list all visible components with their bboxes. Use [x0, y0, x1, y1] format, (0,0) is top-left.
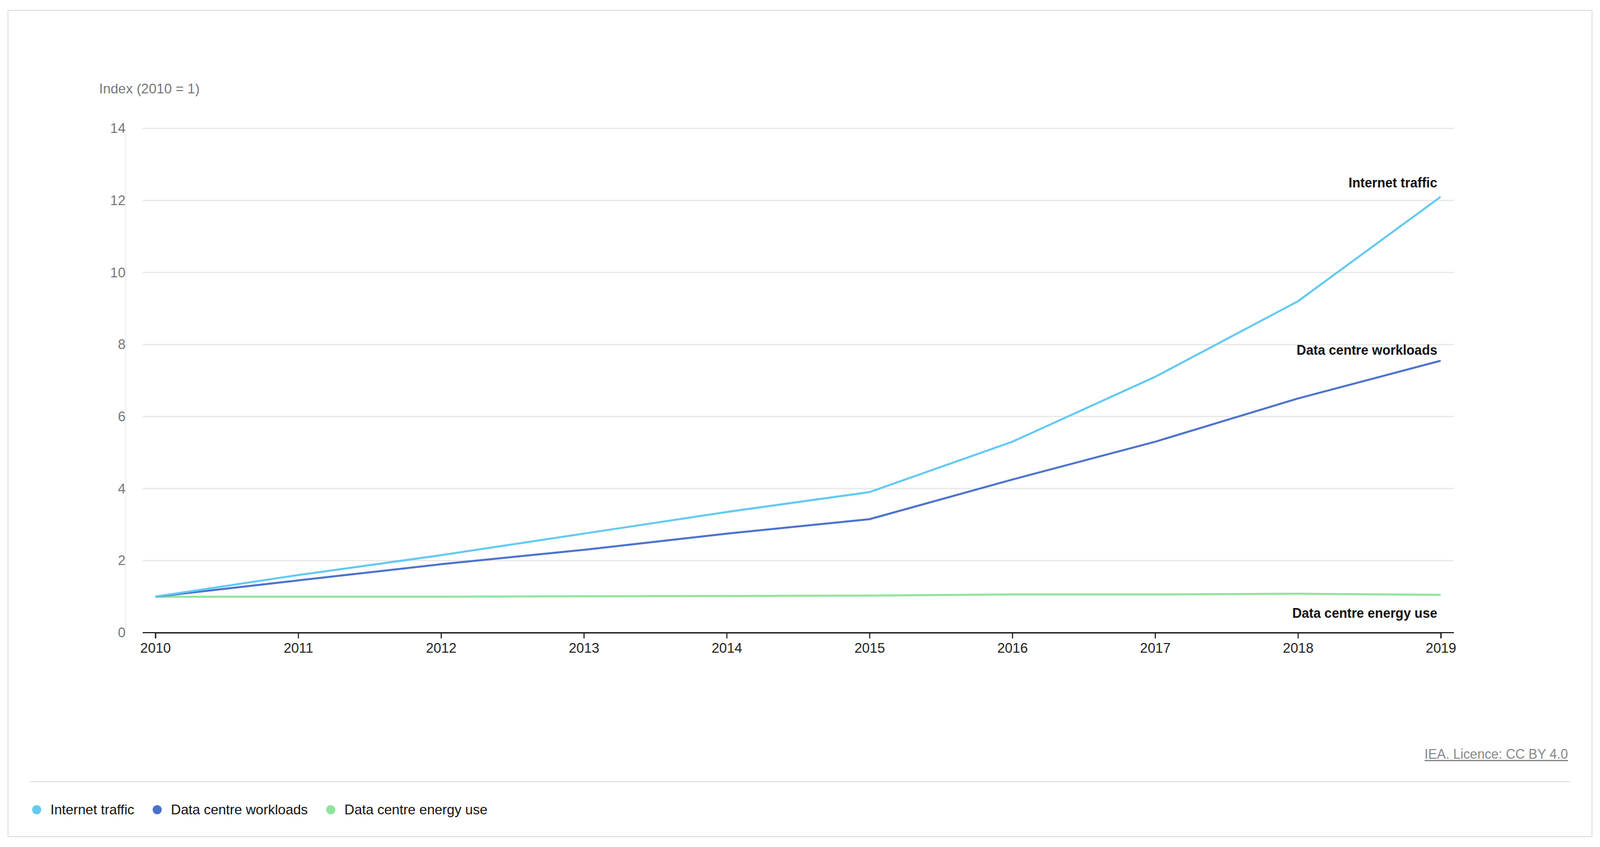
series-line	[155, 593, 1441, 597]
x-tick: 2015	[854, 632, 885, 656]
y-tick-label: 2	[118, 552, 126, 568]
y-tick-label: 4	[118, 480, 126, 497]
x-tick: 2016	[997, 632, 1028, 656]
end-label: Data centre workloads	[1296, 342, 1438, 358]
y-tick: 2	[118, 552, 126, 568]
x-tick-label: 2013	[568, 640, 599, 656]
legend-item: Data centre energy use	[326, 801, 488, 818]
chart: 0246810121420102011201220132014201520162…	[0, 0, 1600, 847]
x-tick-mark	[155, 632, 157, 639]
grid-line	[142, 488, 1454, 490]
series-line	[155, 196, 1441, 597]
separator	[29, 781, 1571, 783]
y-axis-line	[125, 128, 127, 634]
y-tick: 10	[110, 264, 126, 281]
y-tick: 4	[118, 480, 126, 497]
x-tick-label: 2011	[283, 640, 314, 656]
grid-line	[142, 559, 1454, 562]
x-tick-mark	[1440, 632, 1442, 639]
x-tick-label: 2010	[140, 640, 171, 656]
x-axis-line	[155, 633, 1442, 639]
legend-label: Data centre workloads	[170, 801, 308, 818]
y-tick: 12	[110, 192, 126, 209]
grid-line	[142, 271, 1454, 273]
end-labels: Internet traffic Data centre workloads Dat…	[1292, 175, 1438, 621]
grid-line	[142, 200, 1454, 202]
x-tick-mark	[1154, 632, 1156, 639]
y-tick: 14	[110, 120, 126, 136]
x-tick-mark	[869, 632, 871, 639]
y-tick-label: 8	[118, 336, 126, 352]
grid-line	[142, 127, 1454, 129]
legend-label: Data centre energy use	[344, 801, 488, 818]
x-tick-mark	[1012, 632, 1014, 639]
grid	[142, 128, 1454, 561]
grid-line	[142, 343, 1454, 345]
x-tick: 2010	[140, 632, 171, 656]
x-tick-label: 2019	[1425, 640, 1457, 656]
x-tick-mark	[726, 632, 728, 639]
legend-label: Internet traffic	[50, 801, 135, 818]
x-tick-mark	[583, 632, 585, 639]
legend-item: Data centre workloads	[152, 801, 308, 818]
x-axis: 2010 2011 2012 2013 2014 2015 2016 2017 2018 2019	[140, 632, 1457, 656]
y-axis-title: Index (2010 = 1)	[99, 80, 200, 97]
y-tick-label: 14	[110, 120, 126, 136]
legend: Internet traffic Data centre workloads Dat…	[32, 801, 488, 818]
x-tick: 2012	[425, 632, 457, 656]
source: IEA. Licence: CC BY 4.0	[1424, 746, 1568, 762]
x-tick: 2014	[711, 632, 743, 656]
x-tick: 2011	[283, 632, 314, 656]
legend-item: Internet traffic	[32, 801, 135, 818]
frame	[8, 10, 1592, 837]
x-tick-mark	[440, 632, 442, 639]
y-tick-label: 10	[110, 264, 126, 281]
x-tick: 2013	[568, 632, 599, 656]
end-label: Internet traffic	[1348, 175, 1438, 191]
x-tick-label: 2012	[425, 640, 457, 656]
x-tick-mark	[297, 632, 300, 639]
y-tick-label: 12	[110, 192, 126, 209]
x-tick-label: 2014	[711, 640, 743, 656]
y-tick-label: 6	[118, 408, 126, 425]
y-tick: 0	[118, 624, 126, 641]
y-tick-label: 0	[118, 624, 126, 641]
x-tick: 2017	[1139, 632, 1171, 656]
legend-swatch	[326, 805, 336, 815]
x-tick: 2018	[1283, 632, 1314, 656]
x-tick: 2019	[1425, 632, 1457, 656]
series-line	[155, 360, 1441, 597]
x-tick-label: 2015	[854, 640, 885, 656]
y-tick: 6	[118, 408, 126, 425]
legend-swatch	[152, 805, 162, 815]
grid-line	[142, 416, 1454, 418]
x-tick-label: 2018	[1283, 640, 1314, 656]
x-tick-mark	[1297, 632, 1299, 639]
legend-swatch	[32, 805, 42, 815]
y-axis: 0 2 4 6 8 10 12 14	[110, 120, 126, 641]
y-tick: 8	[118, 336, 126, 352]
lines	[155, 196, 1441, 597]
x-tick-label: 2016	[997, 640, 1028, 656]
baseline	[142, 632, 1454, 634]
end-label: Data centre energy use	[1292, 605, 1438, 621]
x-tick-label: 2017	[1139, 640, 1171, 656]
